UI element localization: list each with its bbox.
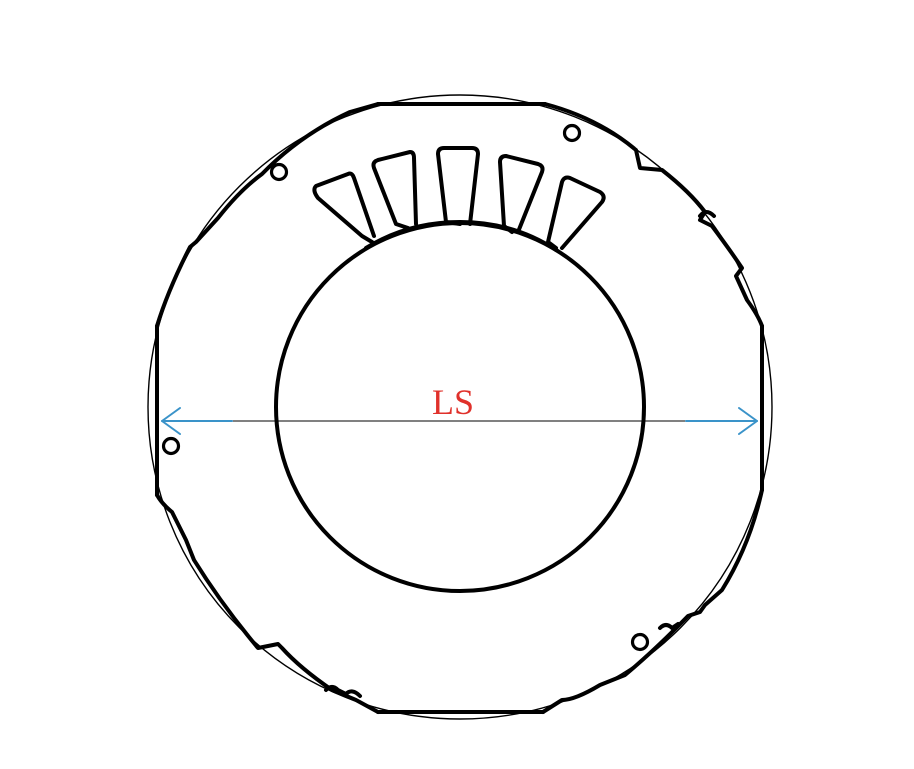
- mounting-holes: [161, 123, 650, 652]
- dimension-arrowhead-left: [161, 407, 181, 435]
- dimension-arrowhead-right: [738, 407, 758, 435]
- winding-slots: [312, 146, 606, 252]
- outer-edge-notches: [324, 210, 716, 698]
- mounting-hole-left: [161, 436, 181, 456]
- flat-cuts: [155, 102, 764, 714]
- slot-5: [546, 175, 606, 250]
- slot-openings-arc: [364, 220, 558, 252]
- slot-4: [498, 154, 545, 234]
- outer-reference-circle: [147, 94, 773, 720]
- mounting-hole-top-right: [562, 123, 582, 143]
- mounting-hole-top-left: [269, 162, 289, 182]
- slot-1: [312, 171, 376, 244]
- diameter-dimension: LS: [161, 382, 758, 435]
- mounting-hole-bottom-right: [630, 632, 650, 652]
- slot-3: [436, 146, 480, 226]
- slot-2: [371, 150, 418, 230]
- dimension-label: LS: [432, 382, 474, 422]
